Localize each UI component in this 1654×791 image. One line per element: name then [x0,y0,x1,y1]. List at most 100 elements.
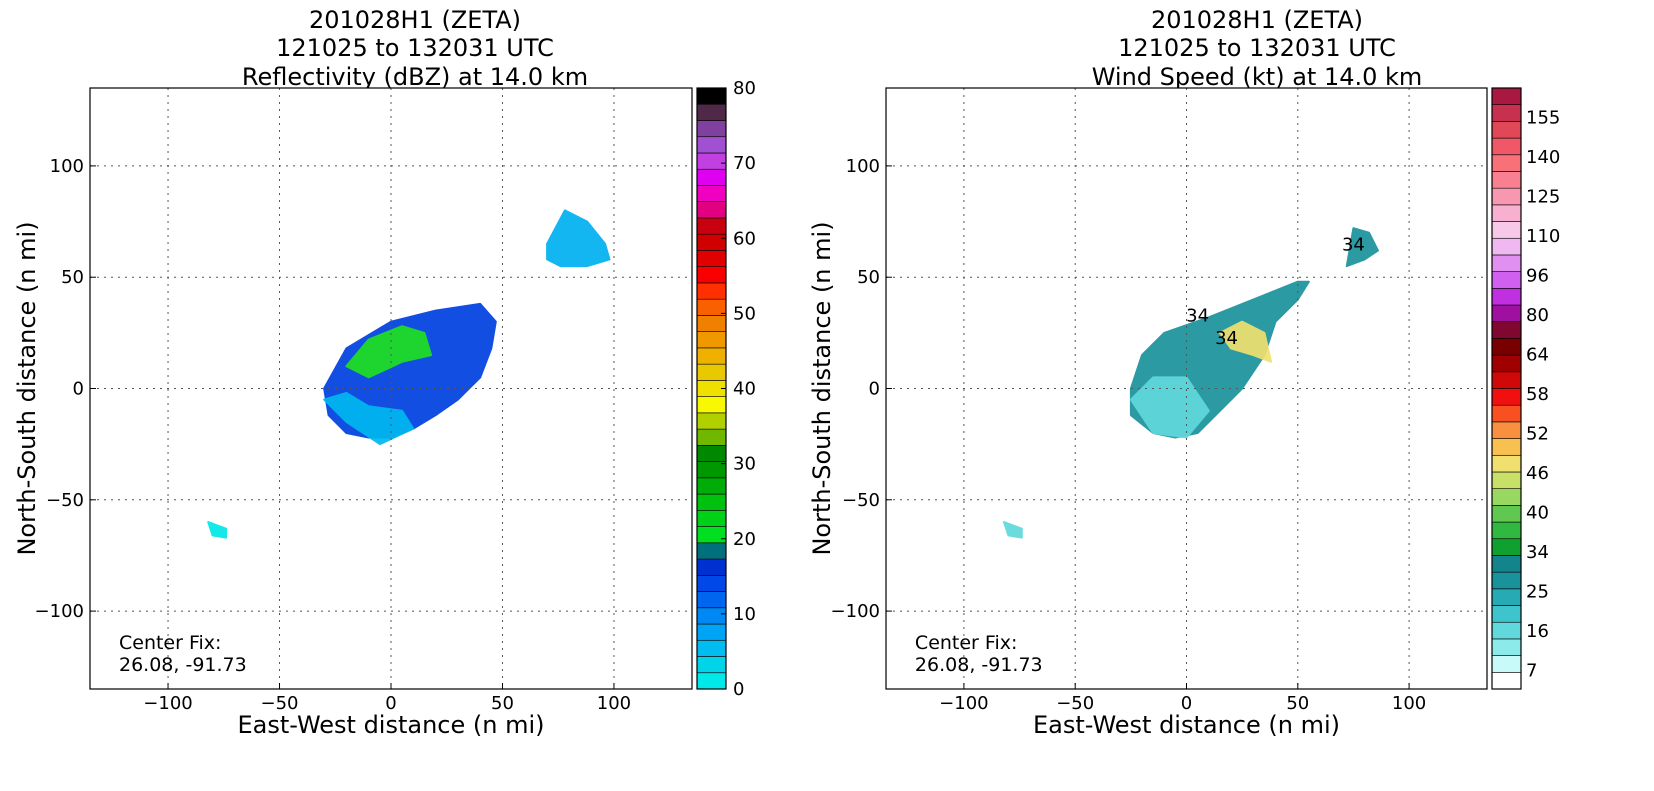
wind-cluster-maxima [1218,320,1273,363]
colorbar-tick-label: 40 [733,379,756,400]
y-axis-label: North-South distance (n mi) [808,221,836,555]
colorbar-tick-label: 46 [1526,463,1549,484]
y-tick-label: −50 [842,490,880,511]
colorbar-segment [696,136,727,154]
colorbar-segment [1491,87,1522,105]
colorbar-segment [1491,121,1522,139]
colorbar-segment [696,428,727,446]
panel-title-line-2: 121025 to 132031 UTC [1118,34,1396,62]
colorbar-segment [1491,505,1522,523]
colorbar-segment [1491,354,1522,373]
y-tick-label: −100 [35,601,84,622]
colorbar-segment [1491,421,1522,439]
colorbar-segment [1491,254,1522,272]
colorbar-segment [1491,404,1522,423]
colorbar-segment [1491,288,1522,306]
colorbar-segment [696,445,727,462]
panel-wind-speed: 201028H1 (ZETA) 121025 to 132031 UTC Win… [808,6,1560,739]
y-tick-label: 100 [50,156,84,177]
colorbar-segment [696,542,727,560]
colorbar-segment [696,623,727,641]
colorbar-segment [1491,538,1522,556]
colorbar-segment [696,656,727,674]
colorbar-segment [696,672,727,690]
x-axis-label: East-West distance (n mi) [1033,711,1340,739]
panel-title-line-3: Wind Speed (kt) at 14.0 km [1092,63,1423,91]
colorbar-segment [1491,655,1522,673]
x-tick-label: 100 [597,693,631,714]
colorbar-segment [1491,338,1522,356]
colorbar-segment [696,266,727,284]
reflectivity-cluster-green [345,325,433,379]
colorbar-segment [1491,571,1522,590]
colorbar-segment [696,120,727,138]
x-tick-label: −100 [939,693,988,714]
colorbar-segment [696,526,727,544]
colorbar-segment [696,315,727,332]
colorbar-segment [696,510,727,527]
colorbar-tick-label: 96 [1526,266,1549,287]
colorbar-segment [1491,154,1522,172]
colorbar-tick-label: 80 [1526,305,1549,326]
colorbar-tick-label: 16 [1526,621,1549,642]
y-tick-label: −50 [46,490,84,511]
colorbar-segment [1491,555,1522,573]
colorbar-segment [696,185,727,203]
wind-speck-sw [1003,521,1023,539]
wind-cluster-north [1345,227,1379,268]
colorbar-segment [1491,521,1522,540]
colorbar-segment [696,103,727,121]
colorbar-segment [696,201,727,219]
x-tick-label: 0 [1181,693,1192,714]
x-tick-label: 100 [1392,693,1426,714]
colorbar-segment [1491,638,1522,656]
colorbar-frame [1491,87,1522,690]
colorbar-segment [1491,271,1522,289]
colorbar-segment [1491,371,1522,389]
colorbar-tick-label: 0 [733,679,744,700]
colorbar-segment [696,477,727,495]
colorbar-segment [1491,438,1522,456]
colorbar-tick-label: 7 [1526,660,1537,681]
x-tick-label: 0 [385,693,396,714]
panel-title-line-1: 201028H1 (ZETA) [309,6,521,34]
colorbar-tick-label: 80 [733,78,756,99]
colorbar-segment [1491,388,1522,406]
colorbar-tick-label: 140 [1526,147,1560,168]
colorbar-segment [696,574,727,592]
colorbar-tick-label: 64 [1526,345,1549,366]
colorbar-tick-label: 110 [1526,226,1560,247]
wind-cluster-light [1129,376,1210,439]
colorbar-segment [696,331,727,349]
colorbar-tick-label: 70 [733,153,756,174]
colorbar-segment [696,250,727,267]
colorbar-segment [696,396,727,414]
colorbar-segment [1491,171,1522,189]
contour-label: 34 [1342,234,1365,255]
contour-label: 34 [1186,306,1209,327]
x-axis-label: East-West distance (n mi) [237,711,544,739]
center-fix-value: 26.08, -91.73 [915,654,1043,676]
panel-title-line-3: Reflectivity (dBZ) at 14.0 km [242,63,588,91]
reflectivity-cluster-north [546,209,611,268]
x-tick-label: −50 [1056,693,1094,714]
colorbar-tick-label: 125 [1526,187,1560,208]
y-axis-label: North-South distance (n mi) [13,221,41,555]
colorbar-segment [1491,672,1522,690]
colorbar-segment [696,493,727,511]
colorbar-tick-label: 40 [1526,502,1549,523]
colorbar-segment [696,412,727,430]
colorbar-segment [1491,304,1522,323]
contour-label: 34 [1215,328,1238,349]
y-tick-label: 0 [73,379,84,400]
colorbar-segment [696,282,727,300]
reflectivity-speck-sw [207,521,227,539]
colorbar-segment [696,347,727,365]
colorbar-tick-label: 30 [733,454,756,475]
colorbar-segment [1491,621,1522,640]
colorbar-segment [696,168,727,186]
panel-reflectivity: 201028H1 (ZETA) 121025 to 132031 UTC Ref… [13,6,756,739]
